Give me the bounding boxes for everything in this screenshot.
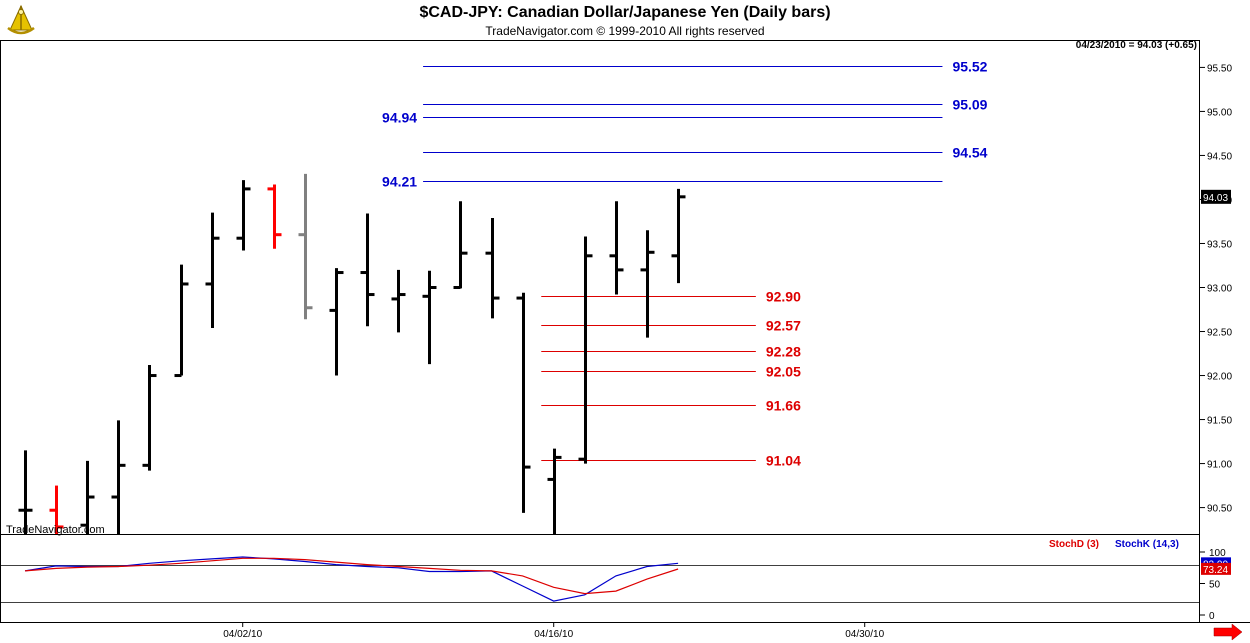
level-label: 94.54	[952, 145, 987, 161]
y-tick-label: 95.00	[1207, 107, 1232, 118]
stoch-y-tick-label: 100	[1209, 548, 1226, 559]
current-price-box	[1201, 189, 1231, 204]
x-tick-label: 04/16/10	[534, 629, 573, 640]
stoch-series-line	[24, 556, 679, 602]
ohlc-bar	[422, 270, 437, 365]
arrow-right-icon[interactable]	[1213, 623, 1243, 641]
stoch-value-box	[1201, 562, 1231, 575]
ohlc-bar	[142, 364, 157, 471]
stoch-y-tick-label: 50	[1209, 580, 1221, 591]
level-label: 92.28	[766, 344, 801, 360]
y-tick-label: 93.00	[1207, 284, 1232, 295]
ohlc-bar	[80, 460, 95, 534]
y-tick-label: 91.50	[1207, 416, 1232, 427]
y-tick-label: 92.00	[1207, 372, 1232, 383]
level-label: 92.05	[766, 364, 801, 380]
ohlc-bar	[18, 450, 33, 534]
ohlc-bar	[453, 201, 468, 289]
level-label: 92.57	[766, 318, 801, 334]
ohlc-bar	[49, 485, 64, 534]
ohlc-bar	[298, 173, 313, 320]
last-quote-label: 04/23/2010 = 94.03 (+0.65)	[1076, 40, 1197, 51]
stoch-value-label: 73.24	[1203, 565, 1228, 576]
ohlc-bar	[516, 292, 531, 513]
ohlc-bar	[578, 236, 593, 464]
ohlc-bar	[640, 230, 655, 338]
level-label: 91.04	[766, 453, 801, 469]
legend-stochk: StochK (14,3)	[1115, 539, 1179, 550]
y-tick-label: 94.50	[1207, 151, 1232, 162]
ohlc-bar	[391, 269, 406, 333]
ohlc-bar	[547, 448, 562, 534]
chart-title: $CAD-JPY: Canadian Dollar/Japanese Yen (…	[419, 4, 831, 21]
ohlc-bar	[485, 217, 500, 319]
y-tick-label: 91.00	[1207, 460, 1232, 471]
ohlc-bar	[360, 213, 375, 327]
level-label: 94.94	[382, 110, 417, 126]
legend-stochd: StochD (3)	[1049, 539, 1099, 550]
level-label: 91.66	[766, 398, 801, 414]
level-label: 94.21	[382, 174, 417, 190]
ohlc-bar	[174, 264, 189, 378]
x-tick-label: 04/30/10	[845, 629, 884, 640]
watermark-text: TradeNavigator.com	[6, 524, 105, 536]
level-label: 95.52	[952, 59, 987, 75]
price-axis: 95.5095.0094.5094.0093.5093.0092.5092.00…	[1200, 63, 1232, 515]
x-tick-label: 04/02/10	[223, 629, 262, 640]
level-label: 95.09	[952, 97, 987, 113]
sextant-logo-icon	[4, 4, 38, 41]
y-tick-label: 95.50	[1207, 63, 1232, 74]
price-bars	[18, 173, 686, 534]
current-price-label: 94.03	[1203, 193, 1228, 204]
ohlc-bar	[329, 268, 344, 376]
ohlc-bar	[671, 188, 686, 284]
chart-subtitle: TradeNavigator.com © 1999-2010 All right…	[485, 24, 765, 38]
price-levels: 95.52 95.09 94.94 94.54 94.21 92.90 92.57 92.28…	[382, 59, 988, 469]
indicator-panel-frame	[0, 534, 1200, 623]
stoch-y-tick-label: 0	[1209, 611, 1215, 622]
level-label: 92.90	[766, 289, 801, 305]
ohlc-bar	[609, 201, 624, 295]
ohlc-bar	[111, 420, 126, 534]
ohlc-bar	[267, 184, 282, 249]
stoch-series-line	[24, 557, 679, 595]
date-axis: 04/02/10 04/16/10 04/30/10	[223, 622, 885, 640]
ohlc-bar	[205, 212, 220, 328]
y-tick-label: 93.50	[1207, 239, 1232, 250]
ohlc-bar	[236, 180, 251, 251]
y-tick-label: 92.50	[1207, 328, 1232, 339]
y-tick-label: 90.50	[1207, 504, 1232, 515]
